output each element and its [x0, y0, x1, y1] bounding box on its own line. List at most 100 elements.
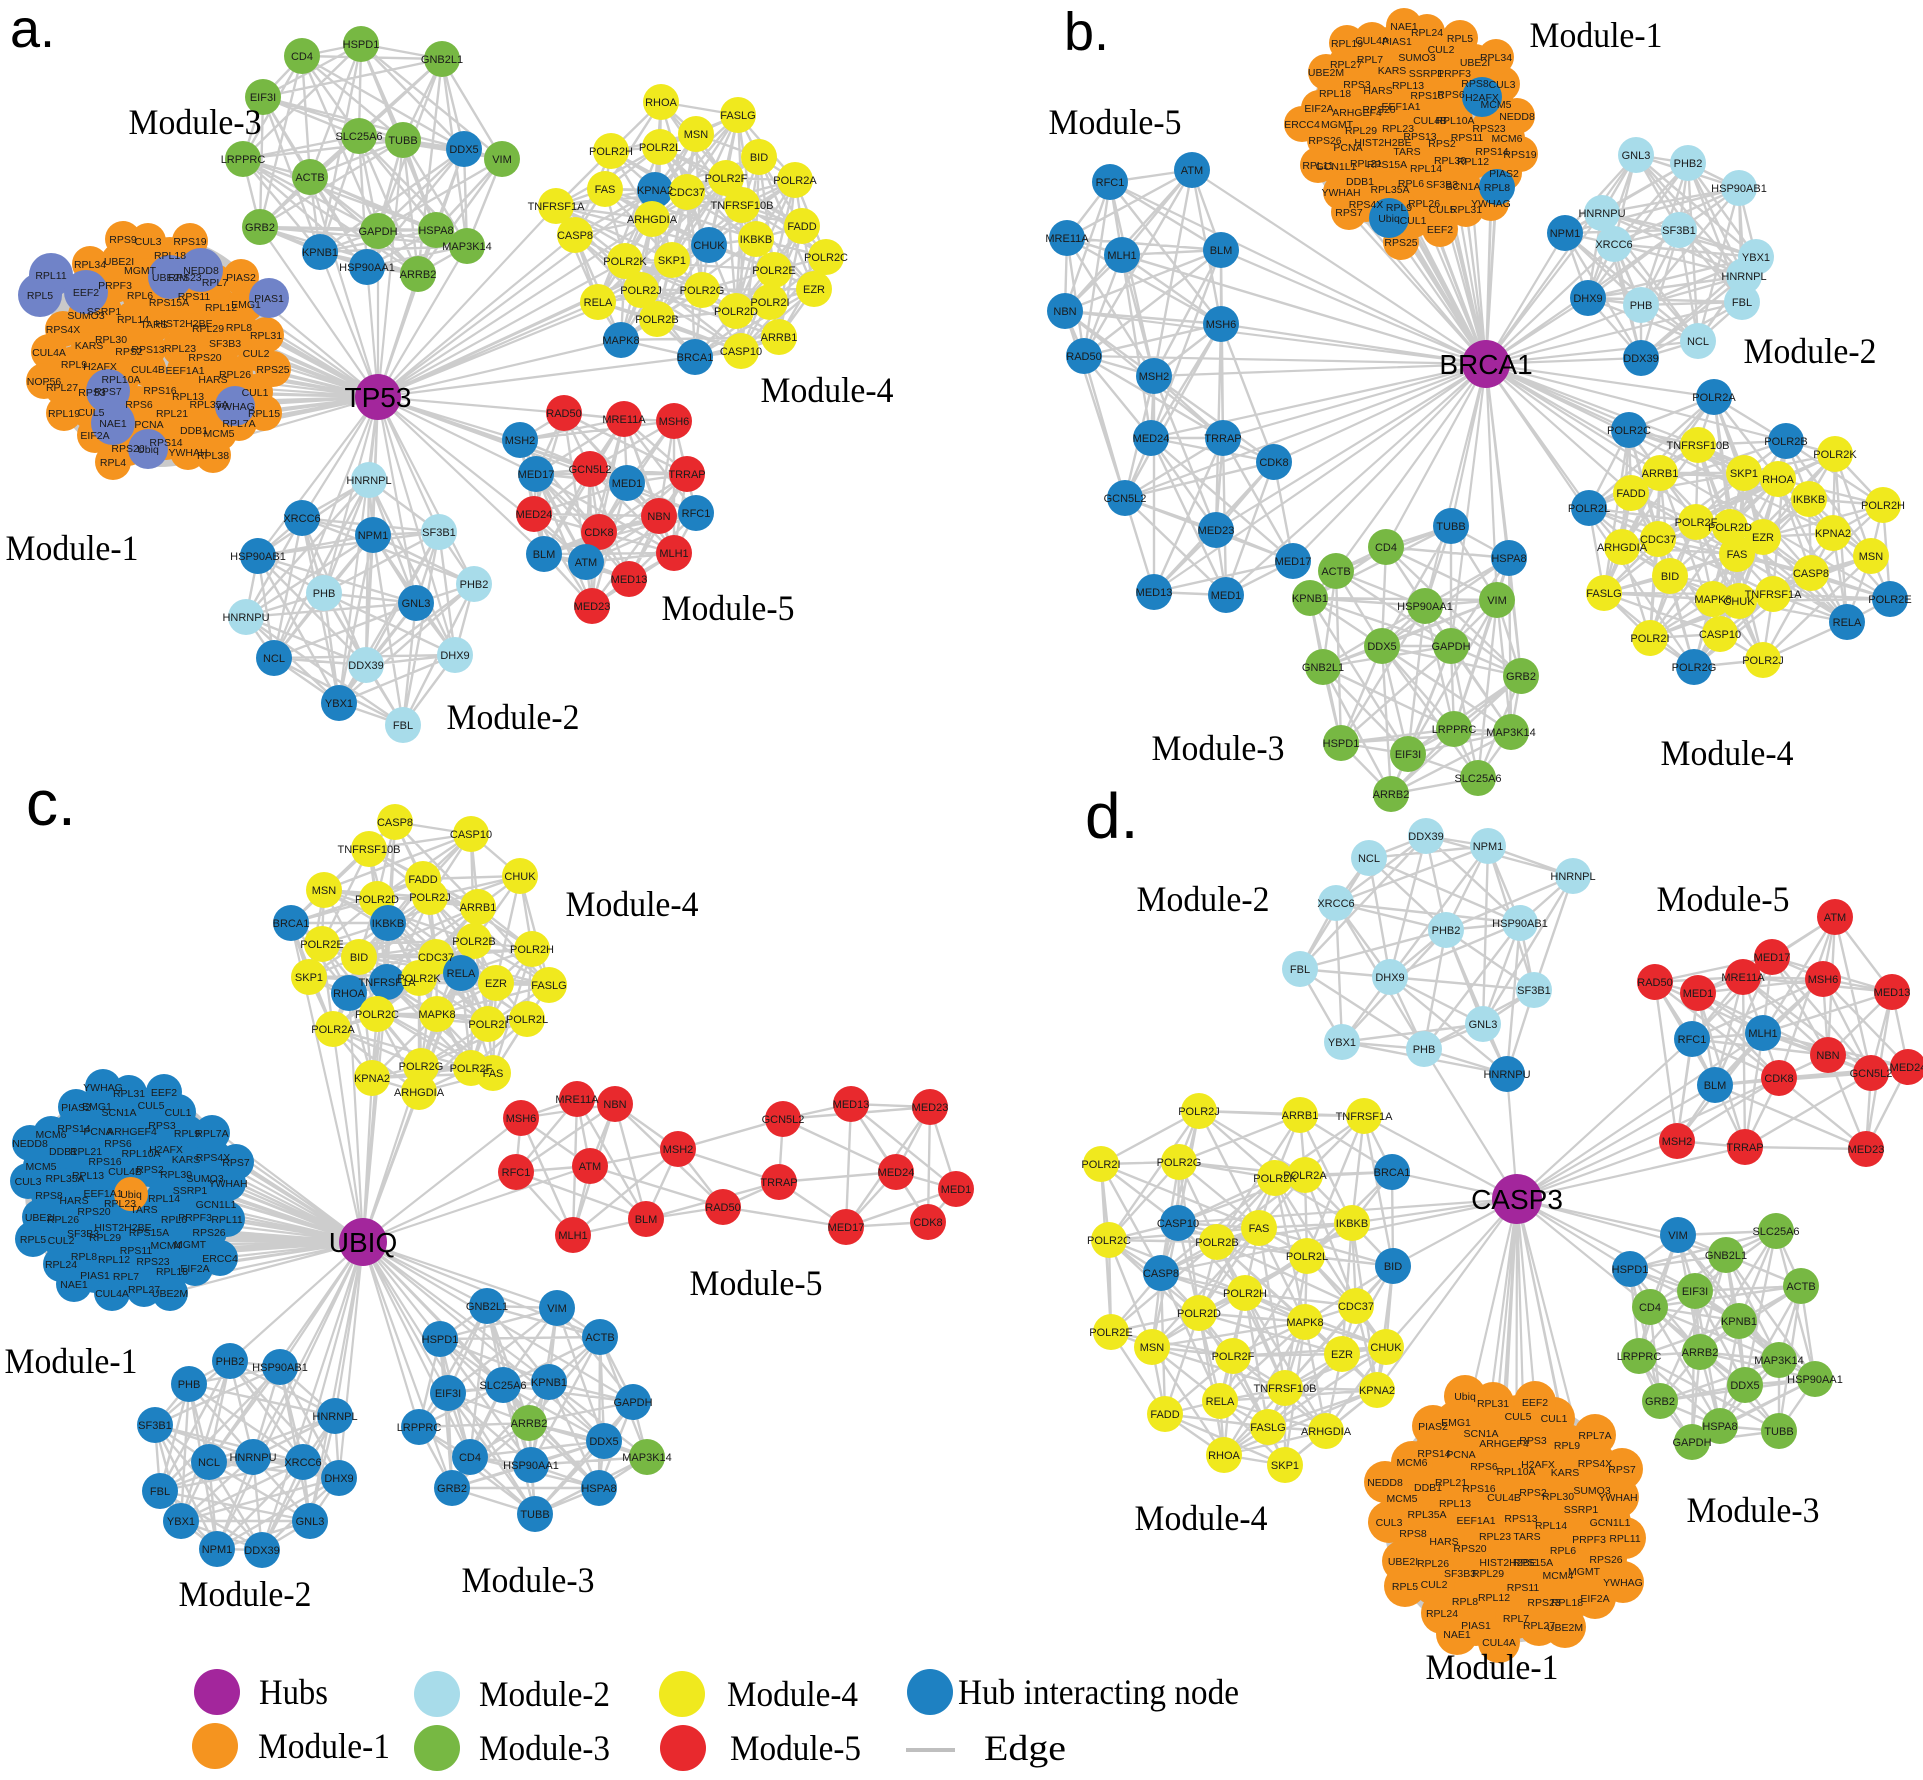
svg-text:UBE2I: UBE2I — [1460, 57, 1490, 69]
svg-text:RPS15A: RPS15A — [149, 297, 189, 309]
svg-text:CDC37: CDC37 — [1338, 1301, 1374, 1313]
svg-text:RPS13: RPS13 — [131, 344, 164, 356]
svg-text:MED24: MED24 — [1133, 433, 1170, 445]
svg-text:SCN1A: SCN1A — [1463, 1428, 1498, 1440]
svg-text:BRCA1: BRCA1 — [677, 352, 714, 364]
svg-text:RPS20: RPS20 — [1362, 104, 1395, 116]
svg-text:EIF2A: EIF2A — [80, 430, 109, 442]
svg-text:POLR2G: POLR2G — [680, 285, 725, 297]
svg-text:NEDD8: NEDD8 — [1367, 1477, 1403, 1489]
svg-text:MSN: MSN — [1859, 551, 1884, 563]
svg-text:MCM5: MCM5 — [1481, 99, 1512, 111]
svg-text:H2AFX: H2AFX — [1465, 92, 1499, 104]
svg-text:UBE2I: UBE2I — [104, 256, 134, 268]
svg-text:VIM: VIM — [492, 154, 512, 166]
svg-text:SF3B1: SF3B1 — [1517, 985, 1551, 997]
svg-text:a.: a. — [10, 0, 55, 59]
svg-text:HARS: HARS — [1429, 1536, 1458, 1548]
svg-text:FASLG: FASLG — [1586, 588, 1621, 600]
svg-text:CUL2: CUL2 — [1428, 44, 1455, 56]
svg-text:RPS2: RPS2 — [115, 346, 143, 358]
svg-text:NEDD8: NEDD8 — [12, 1138, 48, 1150]
svg-text:POLR2J: POLR2J — [1178, 1106, 1220, 1118]
svg-text:Module-2: Module-2 — [479, 1674, 610, 1714]
svg-text:RPL11: RPL11 — [1302, 160, 1333, 172]
svg-text:EEF1A1: EEF1A1 — [1456, 1515, 1495, 1527]
svg-text:MCM4: MCM4 — [151, 1240, 182, 1252]
svg-text:GNB2L1: GNB2L1 — [1302, 662, 1344, 674]
svg-text:CASP10: CASP10 — [1157, 1218, 1199, 1230]
svg-text:NPM1: NPM1 — [1473, 841, 1504, 853]
svg-text:MED1: MED1 — [1683, 988, 1714, 1000]
svg-text:CUL1: CUL1 — [165, 1107, 192, 1119]
svg-text:ARRB1: ARRB1 — [1282, 1110, 1319, 1122]
svg-text:Ubiq: Ubiq — [1454, 1391, 1476, 1403]
svg-text:POLR2F: POLR2F — [450, 1063, 493, 1075]
svg-text:RPS19: RPS19 — [173, 236, 206, 248]
svg-text:ACTB: ACTB — [295, 172, 324, 184]
svg-text:DDX39: DDX39 — [1408, 831, 1443, 843]
svg-text:RPL9: RPL9 — [1554, 1440, 1580, 1452]
svg-text:GAPDH: GAPDH — [1431, 641, 1470, 653]
svg-text:MAP3K14: MAP3K14 — [1486, 727, 1536, 739]
svg-text:RPL7: RPL7 — [202, 277, 228, 289]
svg-text:ATM: ATM — [579, 1161, 601, 1173]
svg-text:NBN: NBN — [1053, 306, 1076, 318]
svg-text:RPL23: RPL23 — [1382, 123, 1414, 135]
svg-text:Edge: Edge — [984, 1728, 1066, 1768]
svg-text:RPS20: RPS20 — [1453, 1543, 1486, 1555]
svg-text:TNFRSF1A: TNFRSF1A — [1745, 589, 1803, 601]
svg-text:MGMT: MGMT — [124, 265, 157, 277]
svg-text:MAP3K14: MAP3K14 — [622, 1452, 672, 1464]
svg-text:RPL27: RPL27 — [1523, 1620, 1555, 1632]
svg-text:SF3B1: SF3B1 — [1662, 225, 1696, 237]
svg-text:RPL29: RPL29 — [1345, 125, 1377, 137]
svg-text:HSP90AA1: HSP90AA1 — [1787, 1374, 1843, 1386]
svg-text:RPS13: RPS13 — [1504, 1513, 1537, 1525]
svg-text:GRB2: GRB2 — [1645, 1396, 1675, 1408]
svg-text:MGMT: MGMT — [1568, 1566, 1601, 1578]
svg-text:PIAS2: PIAS2 — [226, 272, 256, 284]
svg-text:Module-5: Module-5 — [1049, 102, 1182, 142]
svg-text:RPS23: RPS23 — [1472, 123, 1505, 135]
svg-text:UBIQ: UBIQ — [329, 1227, 397, 1258]
svg-text:SKP1: SKP1 — [1730, 468, 1758, 480]
svg-text:POLR2J: POLR2J — [620, 285, 662, 297]
svg-text:RPS13: RPS13 — [1403, 131, 1436, 143]
svg-text:MLH1: MLH1 — [1107, 250, 1136, 262]
svg-text:HSPA8: HSPA8 — [581, 1483, 616, 1495]
svg-text:RPS14: RPS14 — [57, 1123, 90, 1135]
svg-text:SLC25A6: SLC25A6 — [479, 1380, 526, 1392]
svg-text:RELA: RELA — [1206, 1396, 1235, 1408]
svg-text:EEF2: EEF2 — [1522, 1397, 1548, 1409]
svg-text:Module-2: Module-2 — [1137, 879, 1270, 919]
svg-text:RPL29: RPL29 — [1472, 1568, 1504, 1580]
svg-text:HARS: HARS — [198, 374, 227, 386]
svg-text:PRPF3: PRPF3 — [1572, 1534, 1606, 1546]
svg-text:RPS2: RPS2 — [1519, 1487, 1547, 1499]
svg-text:RPS8: RPS8 — [35, 1190, 63, 1202]
svg-text:MCM5: MCM5 — [26, 1161, 57, 1173]
svg-text:DHX9: DHX9 — [440, 650, 469, 662]
svg-text:TARS: TARS — [130, 1204, 157, 1216]
svg-text:CUL4A: CUL4A — [1482, 1637, 1516, 1649]
svg-text:H2AFX: H2AFX — [83, 361, 117, 373]
svg-text:RPL6: RPL6 — [1398, 178, 1424, 190]
svg-text:EIF2A: EIF2A — [1304, 103, 1333, 115]
svg-text:MED24: MED24 — [878, 1167, 915, 1179]
svg-text:TNFRSF1A: TNFRSF1A — [528, 201, 586, 213]
svg-text:RPL31: RPL31 — [113, 1088, 145, 1100]
svg-text:RPS14: RPS14 — [149, 437, 182, 449]
svg-text:CUL1: CUL1 — [1541, 1413, 1568, 1425]
svg-text:CHUK: CHUK — [504, 871, 536, 883]
svg-text:MSN: MSN — [684, 129, 709, 141]
svg-text:UBE2M: UBE2M — [1547, 1622, 1583, 1634]
svg-text:Module-4: Module-4 — [761, 370, 894, 410]
svg-text:VIM: VIM — [1487, 595, 1507, 607]
svg-text:CUL4A: CUL4A — [95, 1288, 129, 1300]
svg-text:POLR2D: POLR2D — [1177, 1308, 1221, 1320]
svg-text:BLM: BLM — [635, 1214, 658, 1226]
svg-text:BLM: BLM — [1704, 1080, 1727, 1092]
svg-text:Hubs: Hubs — [259, 1672, 328, 1712]
svg-text:RPL12: RPL12 — [1457, 156, 1489, 168]
